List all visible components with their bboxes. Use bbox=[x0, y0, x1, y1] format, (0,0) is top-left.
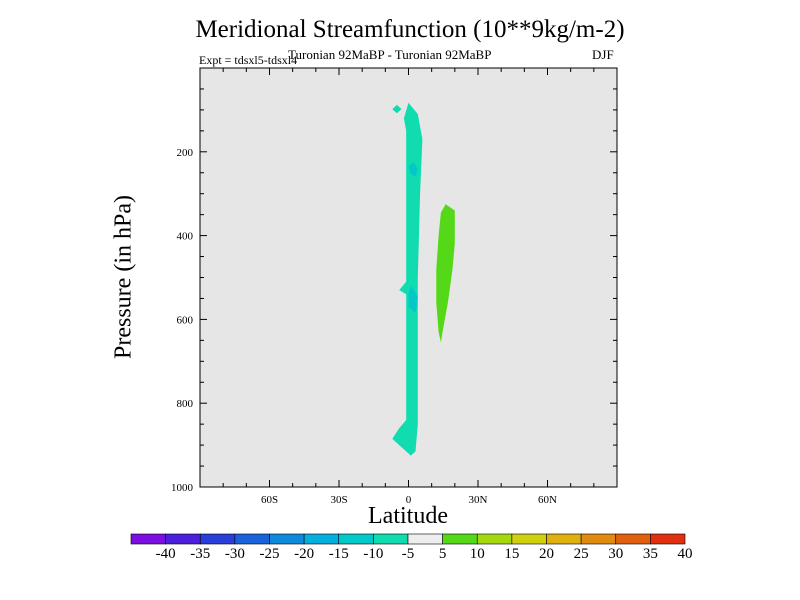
colorbar-label: 15 bbox=[504, 546, 519, 562]
colorbar-box bbox=[580, 533, 617, 545]
colorbar-label: -5 bbox=[402, 546, 415, 562]
colorbar-label: 30 bbox=[608, 546, 623, 562]
colorbar-label: -40 bbox=[156, 546, 176, 562]
season-label: DJF bbox=[592, 47, 614, 62]
colorbar-box bbox=[130, 533, 166, 545]
contour-region-2 bbox=[408, 285, 418, 314]
colorbar-box bbox=[511, 533, 547, 545]
x-tick-label: 30N bbox=[469, 494, 488, 506]
colorbar-label: -30 bbox=[225, 546, 245, 562]
colorbar-label: -35 bbox=[190, 546, 210, 562]
colorbar-box bbox=[476, 533, 513, 545]
experiment-label: Expt = tdsxl5-tdsxl4 bbox=[199, 53, 298, 67]
colorbar-box bbox=[546, 533, 582, 545]
colorbar-label: 40 bbox=[678, 546, 693, 562]
colorbar-box bbox=[442, 533, 478, 545]
colorbar-box bbox=[199, 533, 236, 545]
colorbar-label: 25 bbox=[574, 546, 589, 562]
contour-region-0 bbox=[392, 102, 423, 456]
contour-region-4 bbox=[436, 204, 455, 343]
colorbar-box bbox=[407, 533, 443, 545]
colorbar-label: 10 bbox=[470, 546, 485, 562]
y-tick-label: 400 bbox=[177, 231, 194, 243]
colorbar-box bbox=[615, 533, 651, 545]
x-tick-label: 30S bbox=[330, 494, 347, 506]
colorbar-label: -25 bbox=[260, 546, 280, 562]
colorbar-label: -20 bbox=[294, 546, 314, 562]
chart-subtitle: Turonian 92MaBP - Turonian 92MaBP bbox=[288, 47, 492, 62]
colorbar-box bbox=[338, 533, 374, 545]
colorbar-box bbox=[650, 533, 686, 545]
x-tick-label: 60S bbox=[261, 494, 278, 506]
colorbar-label: 20 bbox=[539, 546, 554, 562]
y-tick-label: 200 bbox=[177, 147, 194, 159]
y-tick-label: 1000 bbox=[171, 482, 194, 494]
colorbar-label: -10 bbox=[363, 546, 383, 562]
contour-region-1 bbox=[408, 162, 418, 177]
colorbar-box bbox=[373, 533, 409, 545]
colorbar-label: 5 bbox=[439, 546, 447, 562]
colorbar-box bbox=[234, 533, 270, 545]
y-tick-label: 800 bbox=[177, 398, 194, 410]
colorbar-label: -15 bbox=[329, 546, 349, 562]
colorbar-box bbox=[165, 533, 201, 545]
x-tick-label: 60N bbox=[538, 494, 557, 506]
x-axis-label: Latitude bbox=[368, 503, 448, 529]
chart-title: Meridional Streamfunction (10**9kg/m-2) bbox=[195, 16, 625, 43]
colorbar-label: 35 bbox=[643, 546, 658, 562]
contour-region-3 bbox=[392, 104, 402, 114]
x-tick-label: 0 bbox=[406, 494, 412, 506]
colorbar-box bbox=[269, 533, 305, 545]
y-tick-label: 600 bbox=[177, 314, 194, 326]
colorbar-box bbox=[303, 533, 340, 545]
